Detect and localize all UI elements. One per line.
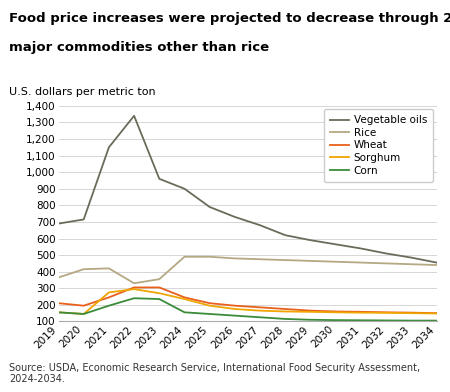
Rice	[283, 258, 288, 262]
Rice	[207, 254, 212, 259]
Sorghum	[358, 310, 364, 315]
Wheat	[383, 310, 389, 315]
Rice	[182, 254, 187, 259]
Rice	[308, 259, 313, 263]
Corn	[283, 317, 288, 321]
Sorghum	[106, 290, 112, 295]
Sorghum	[232, 307, 238, 311]
Corn	[333, 318, 338, 323]
Wheat	[409, 310, 414, 315]
Rice	[257, 257, 263, 261]
Line: Vegetable oils: Vegetable oils	[58, 116, 436, 263]
Wheat	[333, 309, 338, 314]
Rice	[56, 275, 61, 280]
Corn	[257, 315, 263, 319]
Wheat	[157, 285, 162, 290]
Vegetable oils	[157, 176, 162, 181]
Rice	[131, 281, 137, 286]
Corn	[383, 318, 389, 323]
Vegetable oils	[257, 223, 263, 228]
Corn	[131, 296, 137, 301]
Rice	[106, 266, 112, 271]
Vegetable oils	[308, 238, 313, 243]
Vegetable oils	[207, 205, 212, 209]
Sorghum	[131, 287, 137, 292]
Sorghum	[333, 310, 338, 315]
Wheat	[434, 311, 439, 316]
Sorghum	[257, 308, 263, 313]
Sorghum	[409, 311, 414, 316]
Legend: Vegetable oils, Rice, Wheat, Sorghum, Corn: Vegetable oils, Rice, Wheat, Sorghum, Co…	[324, 109, 433, 182]
Text: Food price increases were projected to decrease through 2034 for: Food price increases were projected to d…	[9, 12, 450, 25]
Vegetable oils	[106, 145, 112, 150]
Wheat	[283, 307, 288, 311]
Rice	[434, 263, 439, 267]
Rice	[333, 260, 338, 264]
Vegetable oils	[182, 187, 187, 191]
Wheat	[106, 295, 112, 300]
Corn	[308, 318, 313, 322]
Wheat	[257, 305, 263, 310]
Vegetable oils	[283, 233, 288, 238]
Corn	[106, 303, 112, 308]
Corn	[182, 310, 187, 315]
Corn	[358, 318, 364, 323]
Corn	[434, 318, 439, 323]
Wheat	[232, 303, 238, 308]
Sorghum	[383, 310, 389, 315]
Wheat	[56, 301, 61, 305]
Sorghum	[56, 310, 61, 315]
Vegetable oils	[56, 221, 61, 226]
Wheat	[207, 301, 212, 305]
Sorghum	[157, 291, 162, 296]
Wheat	[308, 308, 313, 313]
Text: major commodities other than rice: major commodities other than rice	[9, 41, 269, 54]
Corn	[56, 310, 61, 315]
Corn	[207, 312, 212, 316]
Line: Rice: Rice	[58, 257, 436, 283]
Vegetable oils	[383, 251, 389, 256]
Rice	[232, 256, 238, 261]
Corn	[81, 312, 86, 316]
Wheat	[131, 285, 137, 290]
Wheat	[358, 309, 364, 314]
Rice	[409, 262, 414, 267]
Line: Sorghum: Sorghum	[58, 289, 436, 314]
Text: Source: USDA, Economic Research Service, International Food Security Assessment,: Source: USDA, Economic Research Service,…	[9, 363, 420, 384]
Sorghum	[283, 309, 288, 314]
Vegetable oils	[81, 217, 86, 222]
Wheat	[182, 295, 187, 300]
Corn	[232, 313, 238, 318]
Sorghum	[308, 309, 313, 314]
Vegetable oils	[409, 255, 414, 260]
Line: Corn: Corn	[58, 298, 436, 321]
Line: Wheat: Wheat	[58, 287, 436, 313]
Vegetable oils	[333, 242, 338, 247]
Corn	[409, 318, 414, 323]
Wheat	[81, 303, 86, 308]
Sorghum	[207, 303, 212, 308]
Rice	[157, 277, 162, 281]
Vegetable oils	[434, 260, 439, 265]
Vegetable oils	[232, 214, 238, 219]
Text: U.S. dollars per metric ton: U.S. dollars per metric ton	[9, 87, 156, 97]
Rice	[383, 261, 389, 266]
Vegetable oils	[131, 113, 137, 118]
Rice	[81, 267, 86, 272]
Rice	[358, 260, 364, 265]
Vegetable oils	[358, 246, 364, 251]
Sorghum	[182, 297, 187, 301]
Sorghum	[81, 312, 86, 316]
Sorghum	[434, 311, 439, 316]
Corn	[157, 297, 162, 301]
